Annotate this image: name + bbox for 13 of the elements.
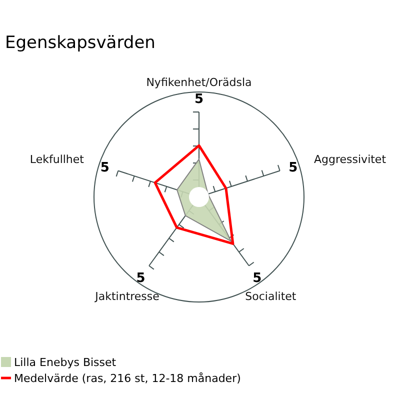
legend-label: Lilla Enebys Bisset (14, 356, 117, 369)
text: 5 (194, 92, 204, 107)
chart-title: Egenskapsvärden (5, 33, 156, 53)
text: 5 (288, 160, 298, 176)
spoke-label: Jaktintresse (94, 290, 160, 303)
spoke-label: Lekfullhet (30, 153, 85, 166)
text: 5 (100, 160, 110, 176)
spoke-label: Nyfikenhet/Orädsla (146, 76, 252, 89)
text: 5 (252, 271, 262, 286)
spoke-label: Socialitet (245, 290, 297, 303)
legend-label: Medelvärde (ras, 216 st, 12-18 månader) (14, 372, 241, 385)
spoke-label: Aggressivitet (314, 153, 387, 166)
text: 5 (136, 271, 146, 286)
